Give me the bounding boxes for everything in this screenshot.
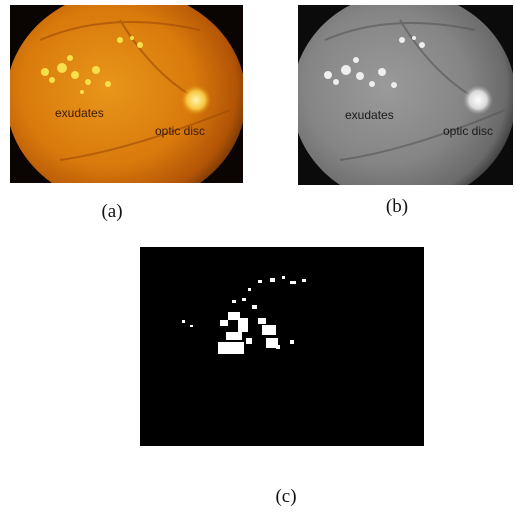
annotation: optic disc — [155, 124, 205, 138]
panel-label: (a) — [101, 201, 122, 222]
annotation: optic disc — [443, 124, 493, 138]
annotation: exudates — [345, 108, 394, 122]
fundus-gray — [292, 0, 516, 204]
panel-label: (c) — [275, 486, 296, 507]
figure: exudates optic disc (a) exudates optic d… — [0, 0, 516, 517]
panel-label: (b) — [386, 196, 408, 217]
fundus-color — [6, 0, 246, 206]
exudate-mask — [140, 247, 424, 446]
annotation: exudates — [55, 106, 104, 120]
